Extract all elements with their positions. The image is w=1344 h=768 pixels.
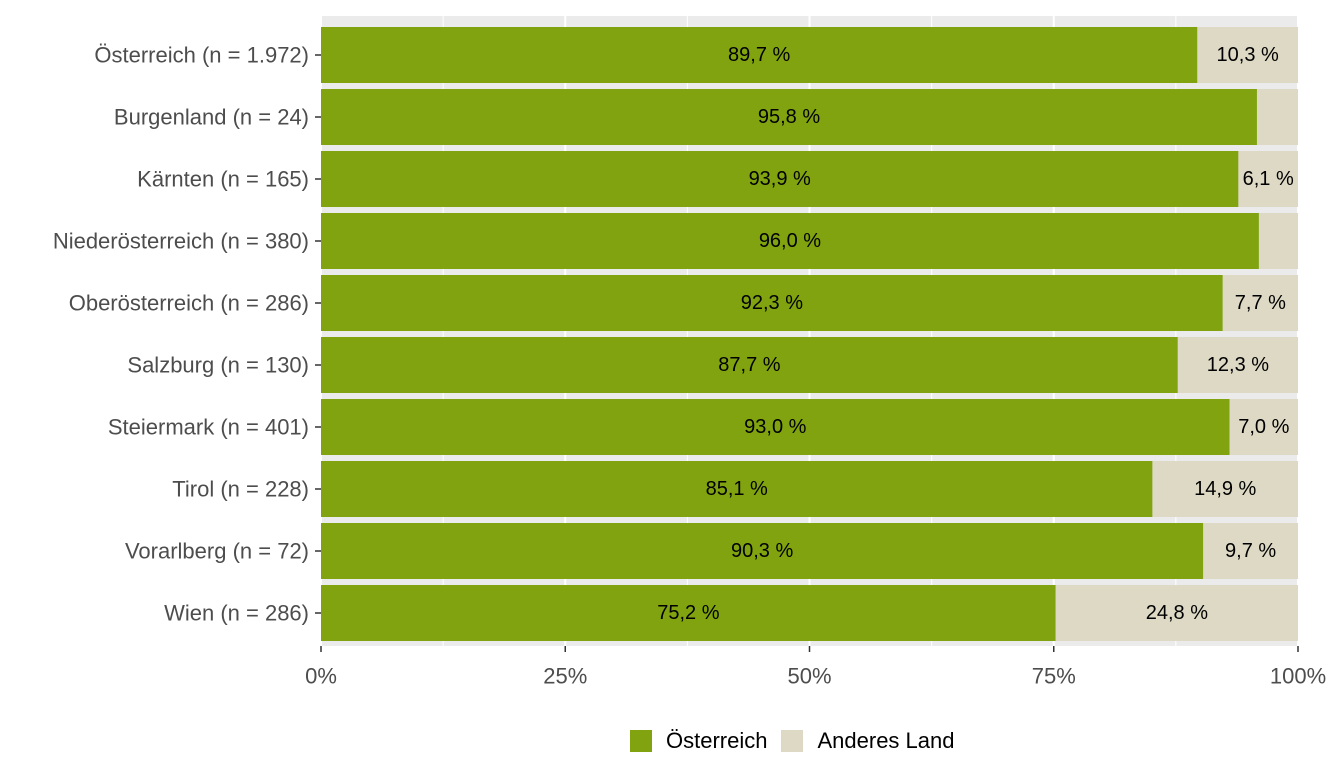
bar-oesterreich: [321, 275, 1223, 331]
data-label: 7,0 %: [1238, 416, 1289, 438]
data-label: 85,1 %: [706, 478, 768, 500]
category-label: Kärnten (n = 165): [137, 167, 309, 192]
category-label: Wien (n = 286): [164, 601, 309, 626]
bar-anderes-land: [1222, 275, 1298, 331]
legend-label-oesterreich: Österreich: [666, 728, 768, 753]
data-label: 87,7 %: [718, 354, 780, 376]
x-tick-label: 50%: [787, 664, 831, 689]
legend-swatch-oesterreich: [630, 730, 652, 752]
category-label: Österreich (n = 1.972): [94, 43, 309, 68]
data-label: 95,8 %: [758, 106, 820, 128]
bar-anderes-land: [1258, 213, 1298, 269]
legend-swatch-anderes-land: [781, 730, 804, 752]
value-axis: 0% 25% 50% 75% 100%: [305, 646, 1326, 689]
bar-anderes-land: [1203, 523, 1298, 579]
bar-oesterreich: [321, 213, 1259, 269]
legend-item-anderes-land: Anderes Land: [781, 728, 954, 754]
legend: Österreich Anderes Land: [630, 728, 968, 754]
bar-oesterreich: [321, 151, 1239, 207]
data-label: 6,1 %: [1243, 168, 1294, 190]
data-label: 7,7 %: [1235, 292, 1286, 314]
x-tick-label: 100%: [1270, 664, 1326, 689]
x-tick-label: 0%: [305, 664, 337, 689]
data-label: 93,0 %: [744, 416, 806, 438]
bar-anderes-land: [1197, 27, 1298, 83]
bar-anderes-land: [1055, 585, 1298, 641]
data-label: 14,9 %: [1194, 478, 1256, 500]
x-tick-label: 25%: [543, 664, 587, 689]
data-label: 89,7 %: [728, 44, 790, 66]
category-label: Steiermark (n = 401): [108, 415, 309, 440]
bar-anderes-land: [1256, 89, 1298, 145]
data-label: 12,3 %: [1207, 354, 1269, 376]
bar-anderes-land: [1177, 337, 1298, 393]
bar-oesterreich: [321, 585, 1056, 641]
data-label: 9,7 %: [1225, 540, 1276, 562]
category-label: Oberösterreich (n = 286): [69, 291, 309, 316]
data-label: 10,3 %: [1217, 44, 1279, 66]
data-label: 24,8 %: [1146, 602, 1208, 624]
data-label: 96,0 %: [759, 230, 821, 252]
category-label: Niederösterreich (n = 380): [53, 229, 309, 254]
x-tick-label: 75%: [1032, 664, 1076, 689]
category-label: Salzburg (n = 130): [127, 353, 309, 378]
data-label: 90,3 %: [731, 540, 793, 562]
legend-label-anderes-land: Anderes Land: [817, 728, 955, 753]
legend-item-oesterreich: Österreich: [630, 728, 767, 754]
bar-oesterreich: [321, 89, 1257, 145]
bar-oesterreich: [321, 399, 1230, 455]
bar-anderes-land: [1229, 399, 1298, 455]
bar-anderes-land: [1238, 151, 1298, 207]
data-label: 93,9 %: [749, 168, 811, 190]
bar-oesterreich: [321, 523, 1204, 579]
bar-oesterreich: [321, 337, 1178, 393]
category-label: Vorarlberg (n = 72): [125, 539, 309, 564]
bar-oesterreich: [321, 461, 1153, 517]
data-label: 92,3 %: [741, 292, 803, 314]
data-label: 75,2 %: [657, 602, 719, 624]
bar-oesterreich: [321, 27, 1198, 83]
category-label: Tirol (n = 228): [172, 477, 309, 502]
bars: 89,7 % 10,3 % 95,8 % 93,9 % 6,1 % 96,0 % 92,3 …: [321, 27, 1298, 641]
category-axis: Österreich (n = 1.972) Burgenland (n = 24…: [53, 43, 321, 626]
bar-anderes-land: [1152, 461, 1298, 517]
category-label: Burgenland (n = 24): [114, 105, 309, 130]
